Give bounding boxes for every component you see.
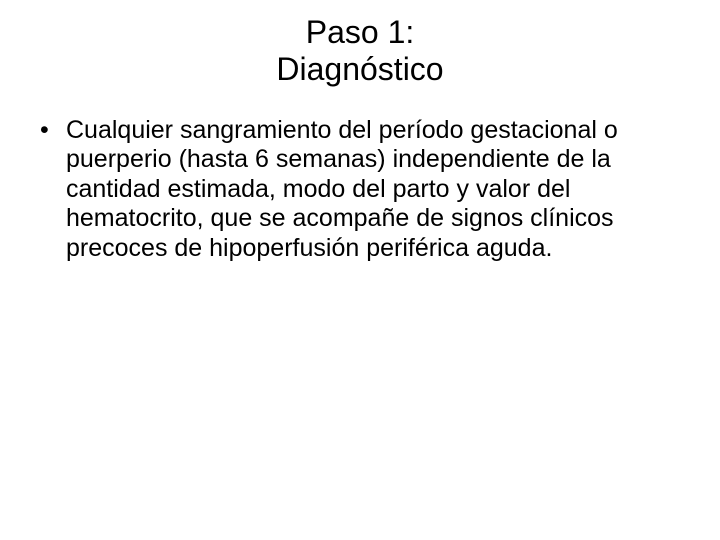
title-line-1: Paso 1:	[0, 14, 720, 51]
slide: Paso 1: Diagnóstico Cualquier sangramien…	[0, 0, 720, 540]
title-line-2: Diagnóstico	[0, 51, 720, 88]
bullet-item: Cualquier sangramiento del período gesta…	[36, 116, 660, 264]
slide-body: Cualquier sangramiento del período gesta…	[0, 116, 720, 264]
bullet-text: Cualquier sangramiento del período gesta…	[66, 116, 618, 262]
slide-title: Paso 1: Diagnóstico	[0, 14, 720, 88]
bullet-list: Cualquier sangramiento del período gesta…	[36, 116, 660, 264]
